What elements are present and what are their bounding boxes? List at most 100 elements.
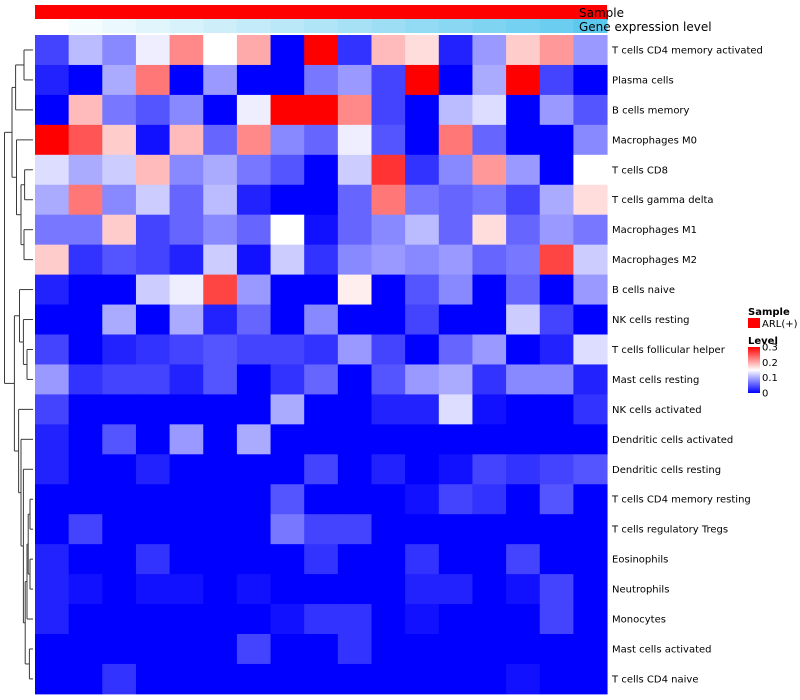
heatmap-cell xyxy=(236,214,272,246)
heatmap-cell xyxy=(270,334,305,365)
heatmap-cell xyxy=(506,214,541,246)
row-label: Dendritic cells resting xyxy=(612,465,721,476)
heatmap-cell xyxy=(203,35,238,66)
heatmap-cell xyxy=(102,604,137,635)
heatmap-cell xyxy=(405,64,440,96)
heatmap-cell xyxy=(539,244,574,276)
heatmap-cell xyxy=(438,634,473,665)
heatmap-cell xyxy=(304,394,339,425)
heatmap-cell xyxy=(135,454,171,485)
heatmap-cell xyxy=(135,274,171,306)
sample-annotation-bar xyxy=(35,5,608,19)
heatmap-cell xyxy=(304,184,339,216)
heatmap-cell xyxy=(506,184,541,216)
heatmap-cell xyxy=(337,394,372,425)
heatmap-cell xyxy=(438,424,473,455)
heatmap-cell xyxy=(506,663,541,695)
heatmap-cell xyxy=(337,574,372,605)
heatmap-cell xyxy=(472,304,507,335)
heatmap-cell xyxy=(506,154,541,186)
heatmap-cell xyxy=(68,124,103,156)
heatmap-cell xyxy=(68,304,103,335)
heatmap-cell xyxy=(236,184,272,216)
heatmap-cell xyxy=(405,214,440,246)
heatmap-cell xyxy=(405,663,440,695)
heatmap-cell xyxy=(573,64,608,96)
gene-expression-cell xyxy=(405,19,440,33)
heatmap-cell xyxy=(68,184,103,216)
heatmap-cell xyxy=(539,424,574,455)
gene-expression-cell xyxy=(135,19,171,33)
heatmap-cell xyxy=(371,154,406,186)
gene-expression-cell xyxy=(68,19,103,33)
heatmap-cell xyxy=(405,634,440,665)
annotation-bars xyxy=(35,5,608,33)
row-labels: T cells CD4 memory activated Plasma cells… xyxy=(611,45,763,685)
heatmap-cell xyxy=(35,424,70,455)
heatmap-cell xyxy=(236,35,272,66)
heatmap-cell xyxy=(270,424,305,455)
heatmap-cell xyxy=(438,663,473,695)
heatmap-cell xyxy=(304,334,339,365)
heatmap-cell xyxy=(472,514,507,545)
heatmap-cell xyxy=(438,64,473,96)
heatmap-cell xyxy=(573,634,608,665)
heatmap-cell xyxy=(539,64,574,96)
heatmap-cell xyxy=(68,394,103,425)
row-label: B cells memory xyxy=(612,105,689,116)
heatmap-cell xyxy=(539,634,574,665)
legend-sample-title: Sample xyxy=(748,307,790,318)
heatmap-cell xyxy=(573,424,608,455)
heatmap-cell xyxy=(35,604,70,635)
heatmap-cell xyxy=(135,244,171,276)
row-label: Macrophages M1 xyxy=(612,225,697,236)
heatmap-cell xyxy=(405,184,440,216)
heatmap-cell xyxy=(337,274,372,306)
heatmap-cell xyxy=(135,184,171,216)
heatmap-cell xyxy=(304,514,339,545)
heatmap-cell xyxy=(203,484,238,515)
heatmap-cell xyxy=(35,334,70,365)
heatmap-cell xyxy=(539,124,574,156)
heatmap-cell xyxy=(102,214,137,246)
heatmap-cell xyxy=(371,274,406,306)
heatmap-cell xyxy=(506,514,541,545)
gene-expression-cell xyxy=(539,19,574,33)
heatmap-cell xyxy=(472,484,507,515)
heatmap-cell xyxy=(472,35,507,66)
row-label: B cells naive xyxy=(612,285,675,296)
heatmap-cell xyxy=(169,334,204,365)
heatmap-cell xyxy=(68,94,103,126)
heatmap-cell xyxy=(135,124,171,156)
heatmap-cell xyxy=(102,574,137,605)
heatmap-cell xyxy=(539,154,574,186)
heatmap-cell xyxy=(304,663,339,695)
heatmap-cell xyxy=(371,634,406,665)
gene-expression-cell xyxy=(169,19,204,33)
heatmap-cell xyxy=(371,394,406,425)
heatmap-cell xyxy=(35,184,70,216)
heatmap-cell xyxy=(203,124,238,156)
heatmap-cell xyxy=(35,154,70,186)
heatmap-cell xyxy=(371,454,406,485)
heatmap-cell xyxy=(506,634,541,665)
heatmap-cell xyxy=(371,663,406,695)
heatmap-cell xyxy=(573,544,608,575)
heatmap-cell xyxy=(472,64,507,96)
heatmap-cell xyxy=(270,64,305,96)
heatmap-cell xyxy=(337,304,372,335)
heatmap-cell xyxy=(371,304,406,335)
heatmap-cell xyxy=(135,94,171,126)
heatmap-cell xyxy=(68,424,103,455)
heatmap-cells xyxy=(35,35,608,695)
heatmap-cell xyxy=(438,304,473,335)
heatmap-cell xyxy=(506,94,541,126)
heatmap-cell xyxy=(169,154,204,186)
heatmap-cell xyxy=(371,124,406,156)
heatmap-cell xyxy=(371,244,406,276)
heatmap-cell xyxy=(236,484,272,515)
heatmap-cell xyxy=(35,214,70,246)
heatmap-cell xyxy=(102,35,137,66)
heatmap-cell xyxy=(304,244,339,276)
heatmap-cell xyxy=(304,64,339,96)
